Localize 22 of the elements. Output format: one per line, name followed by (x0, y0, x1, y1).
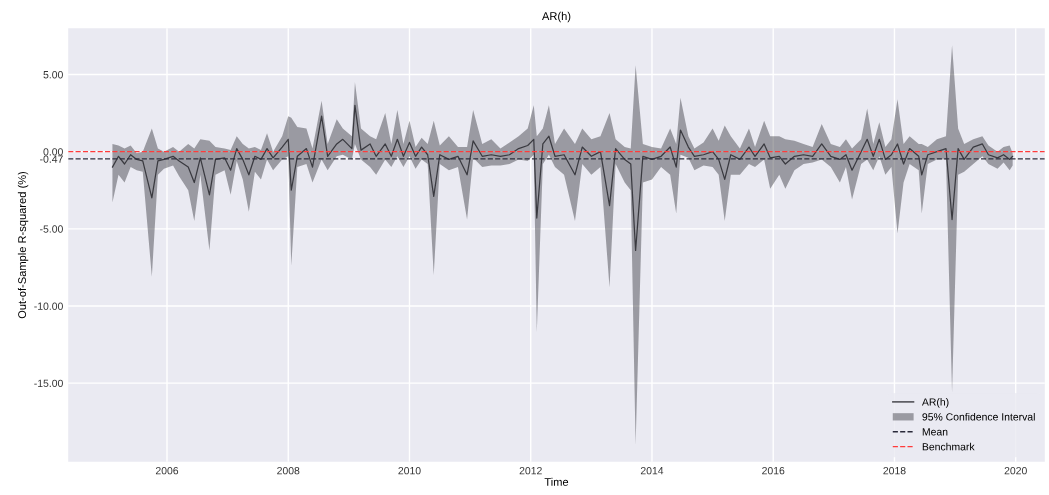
y-tick-label: -5.00 (40, 225, 63, 233)
legend-label: Benchmark (922, 442, 975, 451)
x-tick-label: 2008 (277, 466, 300, 475)
y-tick-label: 5.00 (43, 71, 63, 79)
y-tick-label: -0.47 (40, 155, 63, 163)
x-tick-label: 2012 (519, 466, 542, 475)
x-tick-label: 2018 (883, 466, 906, 475)
y-tick-label: -10.00 (34, 302, 63, 310)
x-tick-label: 2020 (1004, 466, 1027, 475)
annotation: 95% Confidence Interval (922, 412, 1035, 421)
x-tick-label: 2014 (640, 466, 664, 475)
y-axis-title: Out-of-Sample R-squared (%) (17, 171, 29, 319)
line-series (111, 104, 1014, 252)
legend-label: Mean (922, 428, 948, 436)
y-tick-label: -15.00 (34, 379, 63, 388)
x-axis-title: Time (544, 477, 569, 486)
x-tick-label: 2016 (762, 466, 785, 475)
legend-label: AR(h) (921, 397, 949, 408)
y-tick-label: 0.00 (43, 148, 63, 156)
x-tick-label: 2010 (398, 466, 421, 475)
chart-title: AR(h) (542, 11, 571, 23)
x-tick-label: 2006 (155, 466, 179, 475)
